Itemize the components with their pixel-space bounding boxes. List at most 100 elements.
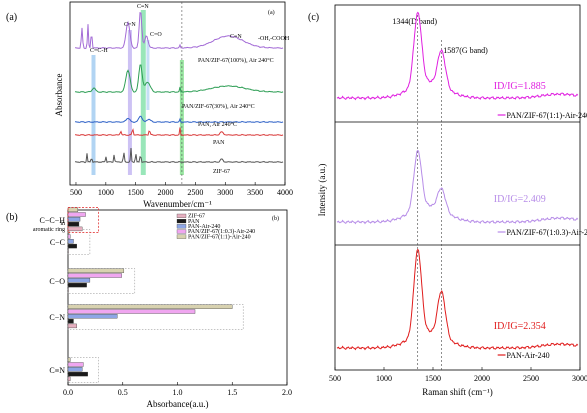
group-box-2 xyxy=(67,268,136,294)
ticklabel-b-2.0: 2.0 xyxy=(282,388,292,397)
panel-c-frame xyxy=(334,4,581,371)
panel-a-label: (a) xyxy=(6,12,17,23)
series-label-a-0: PAN/ZIF-67(100%), Air 240°C xyxy=(198,57,274,64)
bar-4-0 xyxy=(67,226,83,232)
bar-3-1 xyxy=(67,243,77,249)
spectrum-pan-zif-100 xyxy=(74,11,284,50)
legend-c-label-2: PAN-Air-240 xyxy=(507,351,550,360)
ticklabel-c-1500: 1500 xyxy=(425,374,441,383)
category-4: C−C−H xyxy=(40,216,66,225)
band-label-g: 1587(G band) xyxy=(443,46,488,55)
panel-a-frame xyxy=(69,1,286,186)
band-cn xyxy=(127,30,132,175)
annotation-a-4: C≡N xyxy=(230,34,242,40)
bar-1-1 xyxy=(67,318,74,324)
xlabel-c: Raman shift (cm⁻¹) xyxy=(422,387,492,397)
ticklabel-c-1000: 1000 xyxy=(376,374,392,383)
spectrum-zif67 xyxy=(74,147,284,164)
legend-b-label-4: PAN/ZIF-67(1:1)-Air-240 xyxy=(188,233,251,240)
bar-4-4 xyxy=(67,207,79,212)
group-box-3 xyxy=(67,229,91,255)
bar-0-2 xyxy=(67,367,83,372)
category-2: C−O xyxy=(49,277,65,286)
bar-0-0 xyxy=(67,376,71,382)
raman-spectrum-1 xyxy=(336,149,579,225)
raman-spectrum-0 xyxy=(336,11,579,101)
panel-a-inner-label: (a) xyxy=(268,9,275,16)
ticklabel-c-3000: 3000 xyxy=(572,374,587,383)
category-3: C−C xyxy=(50,238,65,247)
bar-0-1 xyxy=(67,371,88,377)
ylabel-c: Intensity (a.u.) xyxy=(317,164,327,217)
spectrum-pan xyxy=(74,127,284,137)
ticklabel-a-2500: 2500 xyxy=(187,188,203,197)
raman-spectrum-2 xyxy=(336,248,579,351)
bar-0-4 xyxy=(67,357,71,362)
bar-4-2 xyxy=(67,217,81,222)
bar-2-2 xyxy=(67,278,91,283)
category-0: C≡N xyxy=(49,366,65,375)
bar-0-3 xyxy=(67,362,84,367)
bar-1-3 xyxy=(67,309,196,314)
bar-1-2 xyxy=(67,314,118,319)
ticklabel-c-500: 500 xyxy=(329,374,341,383)
category-sub-0: in xyxy=(60,221,65,227)
ylabel-a: Absorbance xyxy=(54,74,64,117)
xlabel-b: Absorbance(a.u.) xyxy=(147,399,209,409)
band-cn2 xyxy=(140,10,146,175)
legend-c-label-1: PAN/ZIF-67(1:0.3)-Air-240 xyxy=(507,228,587,237)
ticklabel-b-0.0: 0.0 xyxy=(63,388,73,397)
bar-4-1 xyxy=(67,221,80,227)
series-label-a-2: PAN, Air 240°C xyxy=(198,121,237,128)
annotation-a-3: C=O xyxy=(150,32,162,38)
legend-b-swatch-4 xyxy=(176,234,187,239)
band-cch xyxy=(91,55,96,175)
annotation-a-0: C=C-H xyxy=(90,48,108,54)
legend-b-swatch-1 xyxy=(176,219,187,224)
category-sub-1: aromatic ring xyxy=(33,227,65,233)
legend-b-label-2: PAN-Air-240 xyxy=(188,224,220,230)
panel-b-label: (b) xyxy=(6,212,18,223)
category-1: C−N xyxy=(49,313,65,322)
group-box-4 xyxy=(67,207,100,233)
ticklabel-a-1500: 1500 xyxy=(128,188,144,197)
ticklabel-a-3500: 3500 xyxy=(247,188,263,197)
ratio-label-1: ID/IG=2.409 xyxy=(494,194,546,205)
ticklabel-b-0.5: 0.5 xyxy=(118,388,128,397)
bar-2-4 xyxy=(67,268,125,273)
legend-b-label-0: ZIF-67 xyxy=(188,214,205,220)
ticklabel-a-3000: 3000 xyxy=(217,188,233,197)
bar-3-2 xyxy=(67,239,74,244)
ticklabel-c-2000: 2000 xyxy=(474,374,490,383)
band-cnn xyxy=(179,60,184,175)
panel-c-label: (c) xyxy=(308,12,319,23)
legend-b-swatch-0 xyxy=(176,213,187,218)
series-label-a-4: ZIF-67 xyxy=(213,169,230,175)
legend-b-label-3: PAN/ZIF-67(1:0.3)-Air-240 xyxy=(188,228,255,235)
ticklabel-c-2500: 2500 xyxy=(523,374,539,383)
bar-2-3 xyxy=(67,273,122,278)
annotation-a-2: C≡N xyxy=(137,4,149,10)
band-label-d: 1344(D band) xyxy=(392,17,437,26)
bar-1-4 xyxy=(67,304,233,309)
band-co xyxy=(146,40,150,110)
spectrum-pan-air xyxy=(74,115,284,124)
ticklabel-a-500: 500 xyxy=(70,188,82,197)
legend-c-label-0: PAN/ZIF-67(1:1)-Air-240 xyxy=(507,111,587,120)
ticklabel-b-1.0: 1.0 xyxy=(173,388,183,397)
ticklabel-a-1000: 1000 xyxy=(98,188,114,197)
bar-1-0 xyxy=(67,323,77,329)
legend-b-swatch-3 xyxy=(176,229,187,234)
ticklabel-a-4000: 4000 xyxy=(277,188,293,197)
group-box-0 xyxy=(67,357,99,383)
annotation-a-5: -OH,-COOH xyxy=(258,36,290,42)
group-box-1 xyxy=(67,304,244,330)
series-label-a-1: PAN/ZIF-67(30%), Air 240°C xyxy=(182,103,255,110)
ticklabel-b-1.5: 1.5 xyxy=(227,388,237,397)
legend-b-label-1: PAN xyxy=(188,219,200,225)
annotation-a-1: C=N xyxy=(124,22,136,28)
bar-3-3 xyxy=(67,234,71,239)
bar-4-3 xyxy=(67,212,86,217)
xlabel-a: Wavenumber/cm⁻¹ xyxy=(143,199,212,209)
